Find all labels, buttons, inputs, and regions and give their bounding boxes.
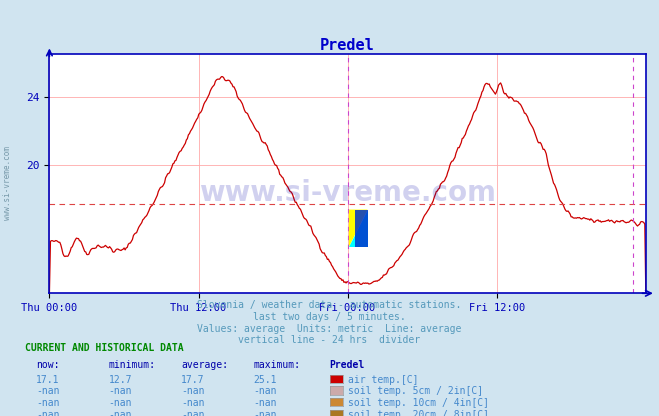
Text: soil temp. 20cm / 8in[C]: soil temp. 20cm / 8in[C]: [348, 410, 489, 416]
Text: 17.1: 17.1: [36, 375, 60, 385]
Text: -nan: -nan: [109, 398, 132, 408]
Text: www.si-vreme.com: www.si-vreme.com: [3, 146, 13, 220]
Text: minimum:: minimum:: [109, 360, 156, 370]
Text: air temp.[C]: air temp.[C]: [348, 375, 418, 385]
Text: -nan: -nan: [109, 386, 132, 396]
Text: -nan: -nan: [109, 410, 132, 416]
Text: -nan: -nan: [181, 410, 205, 416]
Text: -nan: -nan: [254, 410, 277, 416]
Text: vertical line - 24 hrs  divider: vertical line - 24 hrs divider: [239, 335, 420, 345]
Text: soil temp. 10cm / 4in[C]: soil temp. 10cm / 4in[C]: [348, 398, 489, 408]
Text: 25.1: 25.1: [254, 375, 277, 385]
Title: Predel: Predel: [320, 38, 375, 53]
Text: 12.7: 12.7: [109, 375, 132, 385]
Text: Slovenia / weather data - automatic stations.: Slovenia / weather data - automatic stat…: [197, 300, 462, 310]
Text: 17.7: 17.7: [181, 375, 205, 385]
Text: Values: average  Units: metric  Line: average: Values: average Units: metric Line: aver…: [197, 324, 462, 334]
Text: -nan: -nan: [254, 386, 277, 396]
Text: www.si-vreme.com: www.si-vreme.com: [199, 179, 496, 207]
Text: last two days / 5 minutes.: last two days / 5 minutes.: [253, 312, 406, 322]
Text: soil temp. 5cm / 2in[C]: soil temp. 5cm / 2in[C]: [348, 386, 483, 396]
Text: -nan: -nan: [181, 398, 205, 408]
Polygon shape: [355, 210, 368, 247]
Text: -nan: -nan: [36, 386, 60, 396]
Text: -nan: -nan: [36, 398, 60, 408]
Polygon shape: [349, 210, 368, 247]
Text: maximum:: maximum:: [254, 360, 301, 370]
Polygon shape: [349, 210, 368, 247]
Text: CURRENT AND HISTORICAL DATA: CURRENT AND HISTORICAL DATA: [25, 343, 184, 353]
Text: -nan: -nan: [254, 398, 277, 408]
Text: -nan: -nan: [36, 410, 60, 416]
Text: now:: now:: [36, 360, 60, 370]
Text: Predel: Predel: [330, 360, 364, 370]
Text: -nan: -nan: [181, 386, 205, 396]
Text: average:: average:: [181, 360, 228, 370]
